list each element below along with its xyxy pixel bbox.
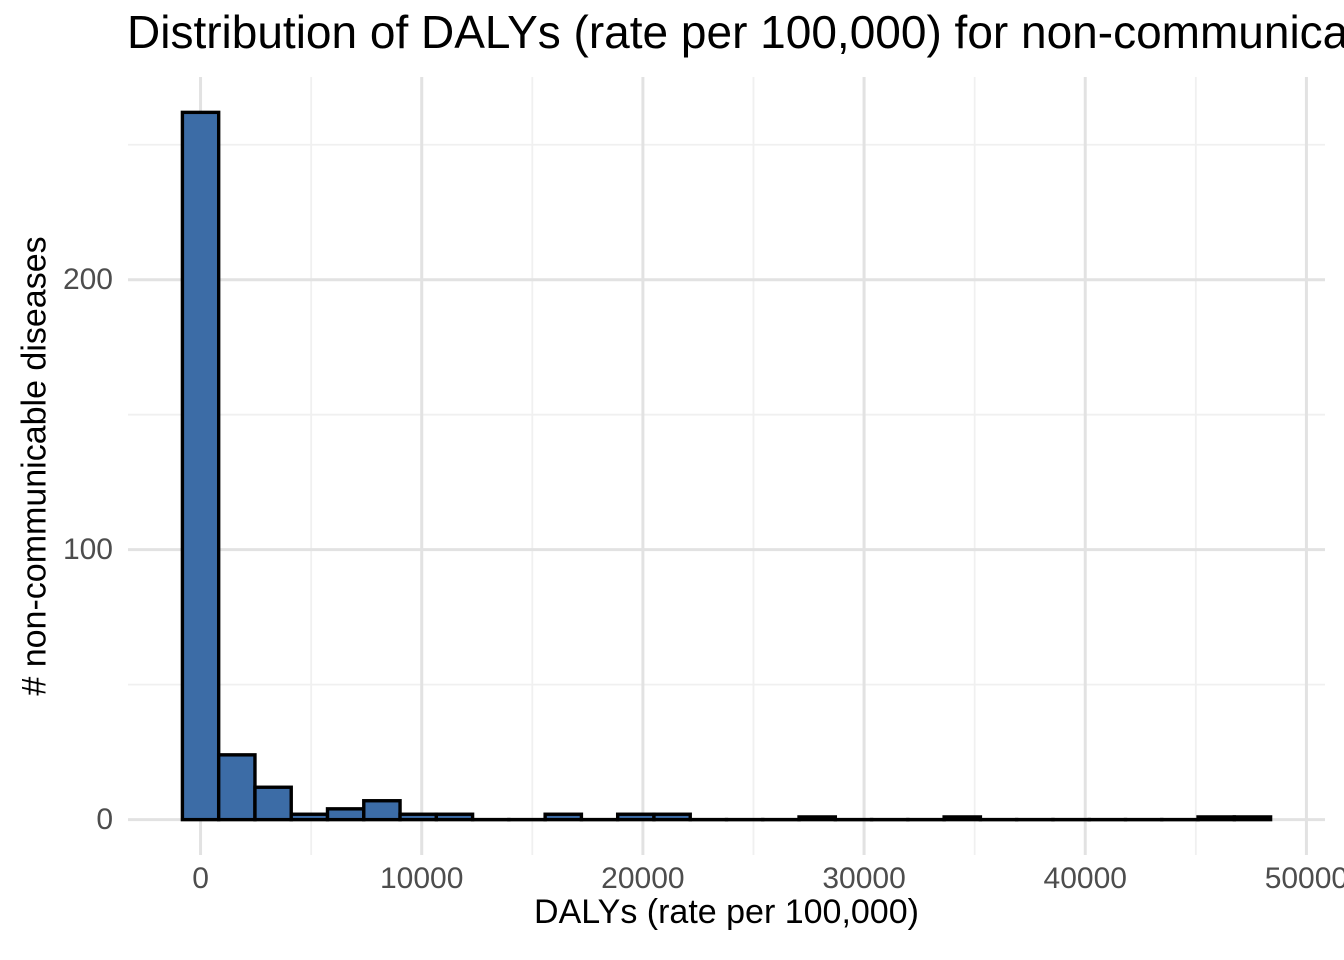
histogram-bar	[797, 815, 838, 822]
y-tick-label: 200	[62, 262, 113, 296]
x-tick-label: 30000	[822, 862, 906, 895]
histogram-bar	[1196, 815, 1237, 822]
y-tick-label: 100	[62, 532, 113, 566]
histogram-bar	[615, 812, 656, 822]
y-axis-title: # non-communicable diseases	[15, 236, 54, 696]
histogram-bar	[180, 110, 221, 822]
x-tick-label: 40000	[1043, 862, 1127, 895]
histogram-bar	[398, 812, 439, 822]
x-tick-label: 50000	[1264, 862, 1344, 895]
histogram-bar	[253, 785, 293, 822]
histogram-bar	[543, 812, 584, 822]
plot-title: Distribution of DALYs (rate per 100,000)…	[127, 8, 1344, 58]
histogram-bar	[325, 807, 366, 822]
histogram-bar	[652, 812, 692, 822]
histogram-bar	[1232, 815, 1273, 822]
histogram-bar	[362, 799, 402, 822]
x-tick-label: 20000	[601, 862, 685, 895]
y-tick-label: 0	[96, 802, 113, 836]
histogram-bar	[216, 753, 257, 822]
x-tick-label: 10000	[380, 862, 464, 895]
x-axis-title: DALYs (rate per 100,000)	[534, 893, 919, 931]
histogram-bar	[289, 812, 330, 822]
x-tick-label: 0	[192, 862, 209, 895]
histogram-bar	[434, 812, 475, 822]
histogram-bar	[942, 815, 983, 822]
